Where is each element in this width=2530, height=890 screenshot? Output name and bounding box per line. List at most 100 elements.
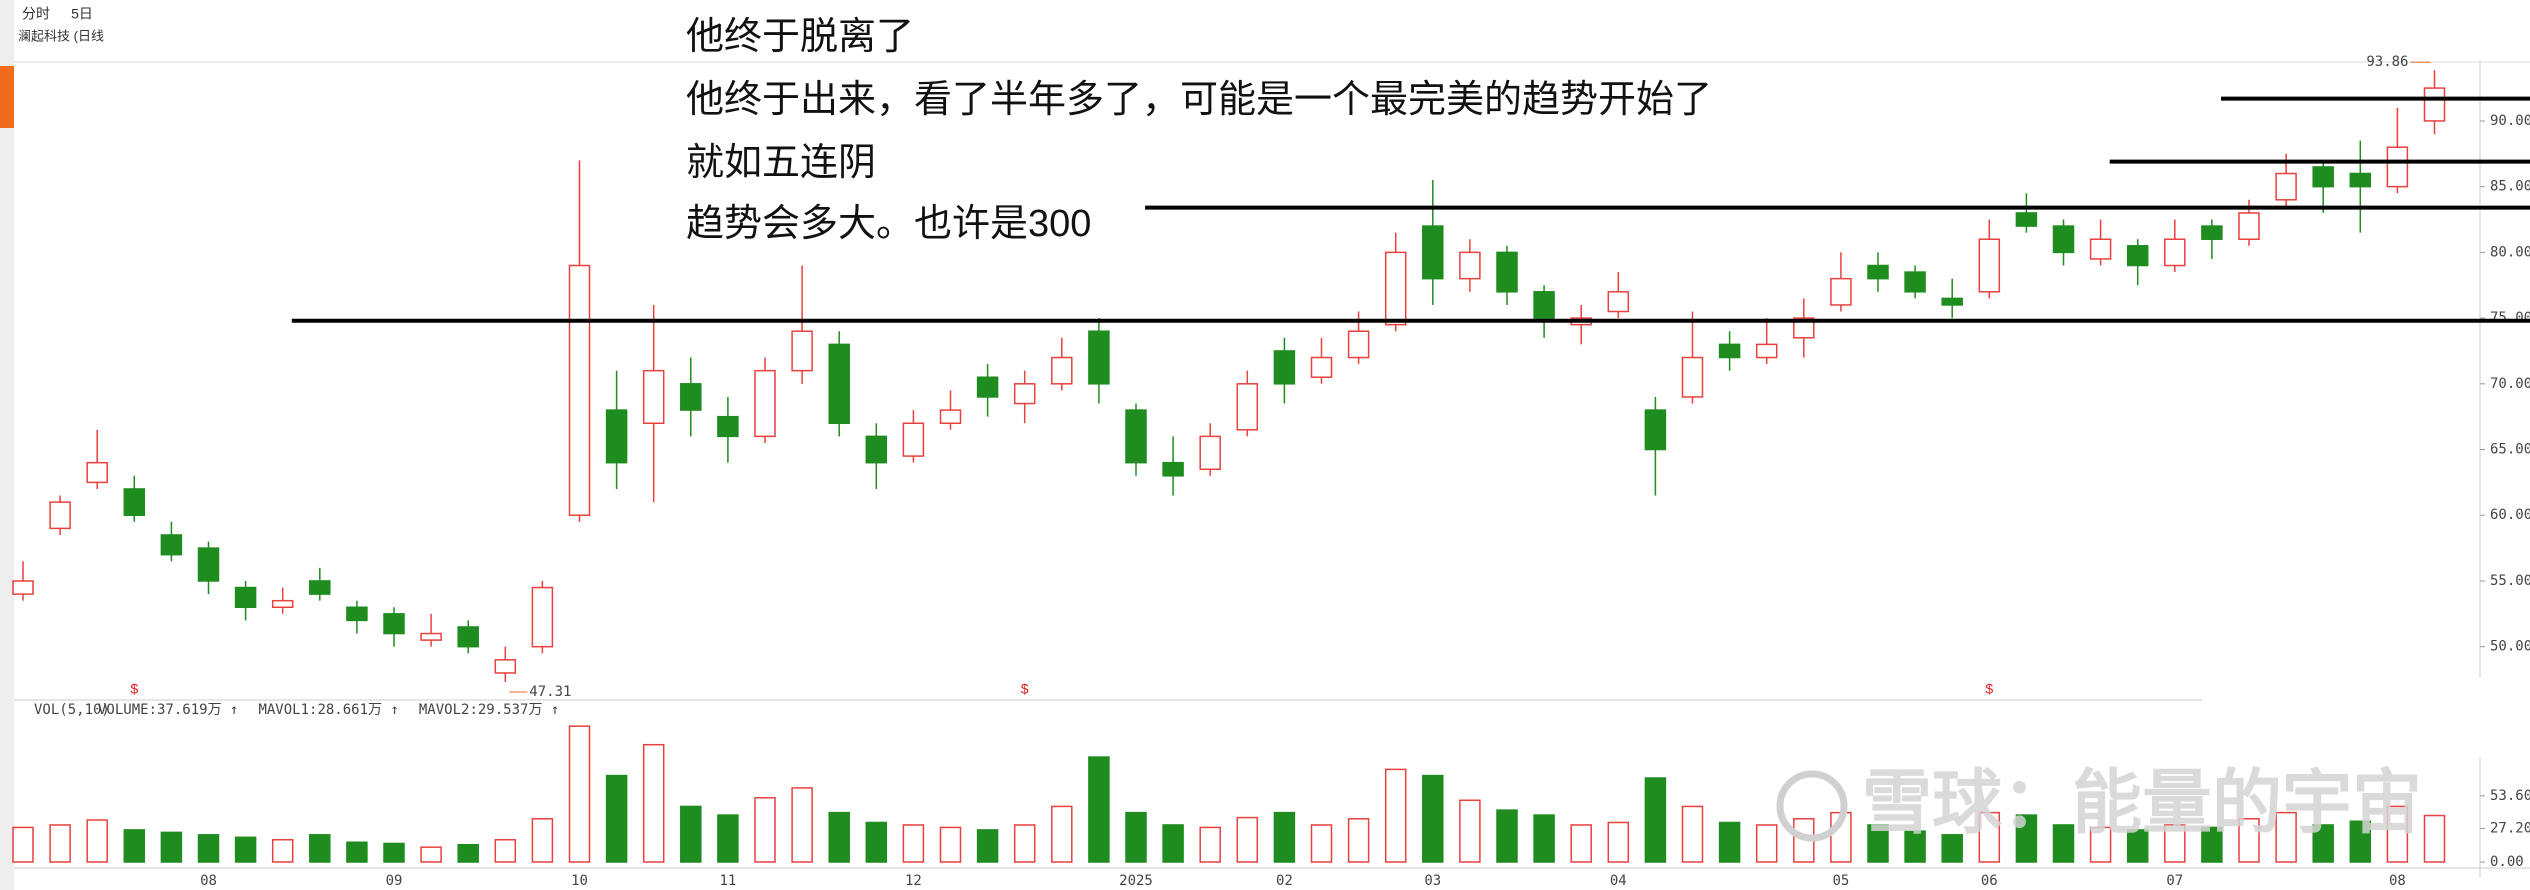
candle-body [1830,277,1852,306]
candle-body [2089,238,2112,260]
volume-bar [1236,816,1259,863]
y-tick-label: 55.00 [2490,573,2530,589]
volume-legend: MAVOL1:28.661万 ↑ [258,702,398,718]
candle-body [2015,212,2038,227]
x-tick-label: 03 [1424,873,1441,889]
volume-bar [1755,824,1778,863]
volume-bar [12,826,34,863]
candle-body [2349,172,2372,188]
annotation: 就如五连阴 [686,142,876,184]
candle-body [1867,264,1889,280]
volume-bar [1051,805,1073,863]
volume-bar [1088,756,1110,863]
volume-bar [754,797,776,863]
volume-bar [1533,814,1555,863]
dividend-marker: $ [130,681,138,697]
volume-bar [271,839,294,863]
volume-bar [1347,818,1370,863]
candle-body [1162,461,1184,477]
x-tick-label: 12 [905,873,922,889]
volume-bar [1273,811,1296,863]
annotation: 他终于出来，看了半年多了，可能是一个最完美的趋势开始了 [686,79,1712,121]
volume-bar [1459,799,1481,863]
volume-bar [2052,824,2075,863]
candle-body [717,415,739,438]
candle-body [865,435,888,464]
volume-bar [2238,818,2260,863]
volume-bar [2164,824,2186,863]
volume-bar [2386,805,2409,863]
candle-body [2275,172,2297,201]
y-tick-label: 65.00 [2490,442,2530,458]
watermark-logo [1776,770,1848,842]
volume-bar [1941,834,1963,863]
candle-body [494,659,517,674]
volume-bar [420,846,442,863]
candle-body [1496,251,1518,293]
volume-bar [902,824,925,863]
high-annotation: 93.86 [2366,54,2408,70]
volume-bar [642,743,665,863]
tab[interactable]: 分时 [22,6,50,22]
volume-bar [234,836,257,863]
candle-body [1459,251,1481,280]
candle-body [1273,350,1296,385]
volume-bar [1681,805,1704,863]
volume-bar [1125,811,1147,863]
active-tab[interactable] [0,66,14,128]
candle-body [902,422,925,457]
volume-tick-label: 0.00 [2490,854,2524,870]
volume-tick-label: 53.60 [2490,788,2530,804]
volume-bar [2349,820,2372,863]
candle-body [1644,409,1667,451]
y-tick-label: 60.00 [2490,507,2530,523]
candle-body [1793,317,1815,339]
volume-bar [160,831,183,863]
x-tick-label: 04 [1610,873,1627,889]
candle-body [2386,146,2409,188]
candle-body [383,613,405,635]
volume-bar [828,811,850,863]
volume-bar [1013,824,1036,863]
candle-body [1533,291,1555,319]
candle-body [309,580,331,595]
tab[interactable]: 5日 [71,6,93,22]
volume-bar [1199,826,1221,863]
candle-body [1013,383,1036,405]
y-tick-label: 85.00 [2490,179,2530,195]
candle-body [1384,251,1407,326]
volume-bar [2275,811,2297,863]
candle-body [420,632,442,641]
left-toolbar [0,0,14,890]
candle-body [1051,356,1073,385]
candle-body [1681,356,1704,398]
x-tick-label: 02 [1276,873,1293,889]
volume-bar [568,725,591,863]
x-tick-label: 08 [2389,873,2406,889]
x-tick-label: 05 [1832,873,1849,889]
volume-bar [2423,814,2446,863]
dividend-marker: $ [1985,681,1993,697]
candle-body [754,369,776,438]
volume-bar [1422,774,1444,863]
x-tick-label: 09 [386,873,403,889]
volume-bar [2126,829,2149,863]
candle-body [680,383,702,411]
candle-body [976,376,999,398]
candle-body [160,534,183,556]
volume-bar [494,839,517,863]
volume-tick-label: 27.20 [2490,820,2530,836]
candle-body [12,580,34,595]
candle-body [1904,271,1926,293]
volume-bar [383,842,405,863]
volume-bar [680,805,702,863]
candle-body [2312,166,2334,188]
annotation: 他终于脱离了 [686,16,914,58]
volume-bar [1607,821,1630,863]
y-tick-label: 70.00 [2490,376,2530,392]
y-tick-label: 75.00 [2490,310,2530,326]
volume-title: VOL(5,10) [34,702,110,718]
candle-body [2164,238,2186,267]
candle-body [2126,245,2149,267]
